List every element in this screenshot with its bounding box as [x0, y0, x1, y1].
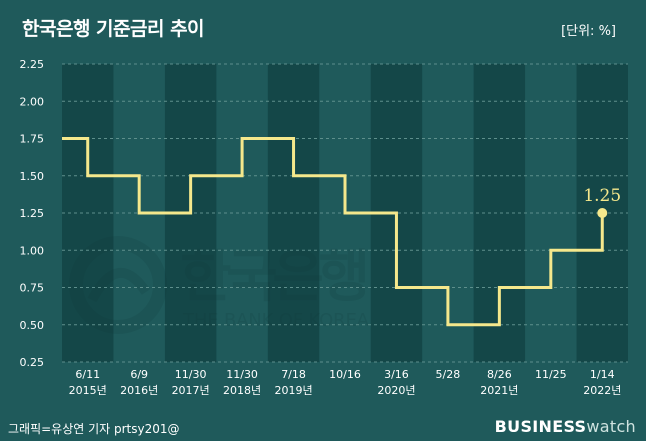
x-tick-year: 2022년 — [583, 384, 621, 397]
x-tick-date: 7/18 — [281, 368, 306, 381]
x-tick-year: 2021년 — [480, 384, 518, 397]
x-tick-date: 10/16 — [329, 368, 361, 381]
rate-step-line — [62, 137, 604, 327]
unit-label: [단위: %] — [561, 24, 616, 39]
y-tick-label: 1.50 — [20, 170, 45, 183]
watermark-korean: 한국은행 — [180, 245, 370, 310]
x-tick-date: 6/9 — [130, 368, 148, 381]
bank-of-korea-watermark: 한국은행 THE BANK OF KOREA — [69, 236, 370, 334]
x-tick-date: 11/30 — [175, 368, 207, 381]
last-value-dot — [597, 208, 608, 218]
x-tick-date: 8/26 — [487, 368, 512, 381]
y-tick-label: 1.75 — [20, 133, 45, 146]
bank-logo-swirl-icon — [87, 268, 151, 303]
bank-logo-icon — [69, 236, 167, 334]
x-tick-year: 2018년 — [223, 384, 261, 397]
last-value-label: 1.25 — [583, 186, 621, 206]
x-tick-year: 2016년 — [120, 384, 158, 397]
x-tick-year: 2020년 — [377, 384, 415, 397]
y-tick-label: 2.25 — [20, 58, 45, 71]
y-tick-label: 0.25 — [20, 356, 45, 369]
x-tick-year: 2015년 — [69, 384, 107, 397]
watermark-english: THE BANK OF KOREA — [182, 310, 370, 331]
y-tick-label: 2.00 — [20, 95, 45, 108]
y-tick-label: 1.00 — [20, 244, 45, 257]
x-tick-date: 11/30 — [226, 368, 258, 381]
y-tick-label: 0.75 — [20, 282, 45, 295]
y-tick-label: 0.50 — [20, 319, 45, 332]
x-tick-date: 5/28 — [436, 368, 461, 381]
y-axis-ticks: 2.25 2.00 1.75 1.50 1.25 1.00 0.75 0.50 0.25 — [20, 58, 45, 369]
chart-title: 한국은행 기준금리 추이 — [22, 18, 205, 40]
x-tick-year: 2019년 — [274, 384, 312, 397]
business-watch-logo: BUSINESSwatch — [495, 417, 636, 436]
graphic-credit: 그래픽=유상연 기자 prtsy201@ — [8, 422, 180, 436]
brand-bold: BUSINESS — [494, 417, 587, 436]
y-tick-label: 1.25 — [20, 207, 45, 220]
x-tick-date: 11/25 — [535, 368, 567, 381]
x-tick-year: 2017년 — [172, 384, 210, 397]
x-axis-ticks: 6/11 2015년 6/9 2016년 11/30 2017년 11/30 2018년 7/1… — [69, 368, 622, 397]
brand-light: watch — [586, 417, 636, 436]
x-tick-date: 1/14 — [590, 368, 615, 381]
x-tick-date: 6/11 — [75, 368, 100, 381]
x-tick-date: 3/16 — [384, 368, 409, 381]
